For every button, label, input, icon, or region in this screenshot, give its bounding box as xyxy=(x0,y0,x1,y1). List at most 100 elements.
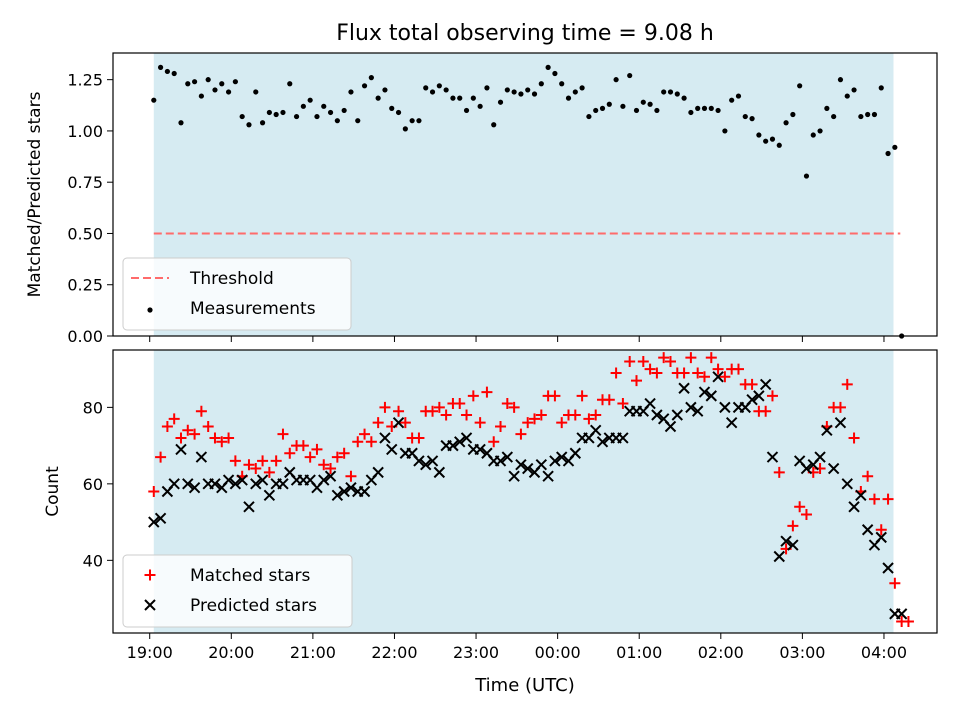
matched-star-point xyxy=(678,367,690,379)
measurement-point xyxy=(858,113,864,120)
measurement-point xyxy=(164,68,170,75)
matched-star-point xyxy=(501,398,513,410)
matched-star-point xyxy=(875,524,887,536)
matched-star-point xyxy=(610,367,622,379)
measurement-point xyxy=(742,113,748,120)
measurement-point xyxy=(599,105,606,111)
matched-star-point xyxy=(440,409,452,421)
predicted-star-point xyxy=(182,478,194,490)
matched-star-point xyxy=(365,436,377,448)
measurement-point xyxy=(259,120,266,126)
x-axis-label: Time (UTC) xyxy=(474,675,575,696)
predicted-star-point xyxy=(855,489,867,502)
matched-star-point xyxy=(304,451,316,463)
legend-label: Threshold xyxy=(189,269,274,289)
matched-star-point xyxy=(488,436,500,448)
measurement-point xyxy=(409,118,415,124)
matched-star-point xyxy=(297,440,309,452)
matched-star-point xyxy=(637,355,649,367)
y-tick-label: 60 xyxy=(83,475,103,494)
measurement-point xyxy=(457,95,463,101)
predicted-star-point xyxy=(549,455,561,467)
legend-matched-swatch xyxy=(144,569,156,581)
measurement-point xyxy=(280,109,286,116)
measurement-point xyxy=(871,111,878,118)
predicted-star-point xyxy=(589,424,602,437)
matched-star-point xyxy=(467,390,479,402)
matched-star-point xyxy=(427,405,439,417)
matched-star-point xyxy=(284,447,296,459)
matched-star-point xyxy=(495,420,507,432)
measurement-point xyxy=(191,79,198,85)
predicted-star-point xyxy=(875,531,887,544)
predicted-star-point xyxy=(392,416,405,429)
axes-frame xyxy=(112,52,938,337)
predicted-star-point xyxy=(175,443,187,456)
measurement-point xyxy=(361,83,368,89)
measurement-point xyxy=(531,91,538,97)
predicted-star-point xyxy=(420,459,432,471)
measurement-point xyxy=(484,85,490,91)
measurement-point xyxy=(790,111,796,118)
legend: Threshold Measurements xyxy=(122,257,352,331)
matched-star-point xyxy=(168,413,180,425)
predicted-star-point xyxy=(318,474,330,486)
predicted-star-point xyxy=(256,474,269,486)
predicted-star-point xyxy=(508,470,520,482)
measurement-point xyxy=(749,116,755,122)
measurement-point xyxy=(559,81,565,87)
matched-star-point xyxy=(800,508,812,520)
legend-box xyxy=(122,554,353,628)
measurement-point xyxy=(688,109,694,116)
matched-star-point xyxy=(569,409,581,421)
x-tick-label: 03:00 xyxy=(779,643,825,662)
predicted-star-point xyxy=(617,432,629,444)
matched-star-point xyxy=(189,428,201,440)
y-tick-label: 0.25 xyxy=(67,276,103,295)
predicted-star-point xyxy=(522,462,534,475)
measurement-point xyxy=(837,77,844,83)
measurement-point xyxy=(341,107,347,114)
matched-star-point xyxy=(760,405,772,417)
measurement-point xyxy=(450,95,456,101)
y-axis-label: Matched/Predicted stars xyxy=(25,91,45,297)
predicted-star-point xyxy=(787,539,799,551)
matched-star-point xyxy=(583,413,595,425)
matched-star-point xyxy=(834,401,846,413)
measurement-point xyxy=(416,118,422,124)
predicted-star-point xyxy=(861,524,874,536)
predicted-star-point xyxy=(460,432,473,444)
predicted-star-point xyxy=(324,470,337,482)
predicted-star-point xyxy=(454,436,466,448)
measurement-point xyxy=(885,150,891,157)
measurement-point xyxy=(810,132,816,138)
measurement-point xyxy=(321,103,327,109)
measurement-point xyxy=(225,89,232,95)
matched-star-point xyxy=(841,378,853,390)
top-panel: 0.00 0.25 0.50 0.75 1.00 1.25 Matched/Predicte… xyxy=(25,52,938,346)
legend-label: Predicted stars xyxy=(190,596,317,616)
predicted-star-point xyxy=(882,562,894,574)
measurement-point xyxy=(579,85,585,91)
measurement-point xyxy=(491,122,497,128)
x-tick-label: 21:00 xyxy=(290,643,336,662)
matched-star-point xyxy=(338,447,350,459)
measurement-point xyxy=(511,89,517,95)
measurement-point xyxy=(219,81,225,87)
measurement-point xyxy=(287,81,293,87)
axes-frame xyxy=(112,349,938,634)
measurement-point xyxy=(593,107,599,114)
y-tick-label: 0.75 xyxy=(67,173,103,192)
predicted-star-point xyxy=(345,481,357,494)
measurement-point xyxy=(205,77,211,83)
measurement-point xyxy=(545,64,551,70)
measurement-point xyxy=(463,107,470,114)
measurement-point xyxy=(586,113,592,120)
matched-star-point xyxy=(433,401,445,413)
predicted-star-point xyxy=(426,455,439,467)
matched-star-point xyxy=(529,413,541,425)
measurement-point xyxy=(368,75,374,81)
matched-star-point xyxy=(590,409,602,421)
matched-star-point xyxy=(277,428,289,440)
predicted-star-point xyxy=(535,459,548,471)
